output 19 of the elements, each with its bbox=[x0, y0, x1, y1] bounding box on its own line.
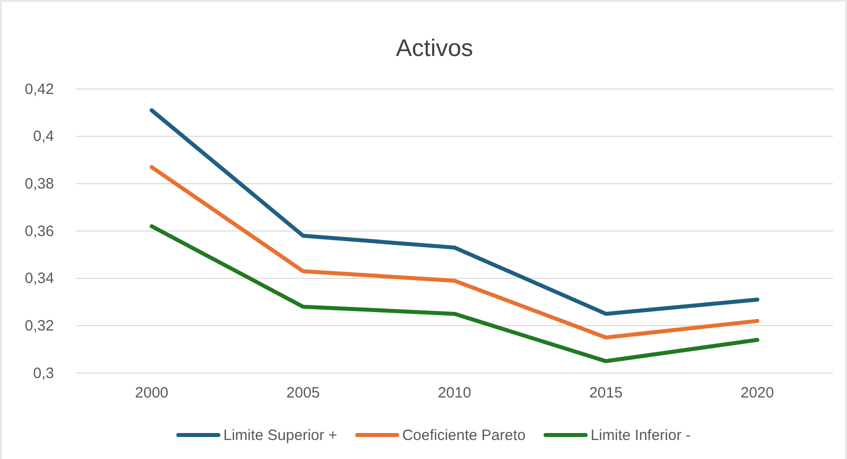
y-tick-label: 0,36 bbox=[24, 222, 54, 240]
line-series bbox=[150, 108, 760, 316]
x-tick-label: 2015 bbox=[589, 384, 623, 402]
line-series bbox=[150, 165, 760, 340]
x-tick-label: 2000 bbox=[135, 384, 168, 402]
legend-label: Limite Inferior - bbox=[590, 427, 691, 444]
x-tick-label: 2005 bbox=[286, 384, 320, 402]
y-tick-label: 0,38 bbox=[24, 175, 54, 192]
legend-label: Limite Superior + bbox=[223, 427, 338, 444]
x-tick-label: 2010 bbox=[438, 384, 472, 402]
chart-title: Activos bbox=[396, 35, 474, 62]
x-tick-label: 2020 bbox=[740, 384, 774, 402]
y-tick-label: 0,32 bbox=[24, 317, 54, 334]
legend-label: Coeficiente Pareto bbox=[402, 427, 526, 444]
y-tick-label: 0,4 bbox=[33, 128, 54, 146]
line-series bbox=[150, 224, 760, 364]
y-tick-label: 0,3 bbox=[33, 364, 54, 382]
y-tick-label: 0,34 bbox=[24, 270, 54, 288]
y-tick-label: 0,42 bbox=[24, 80, 54, 98]
